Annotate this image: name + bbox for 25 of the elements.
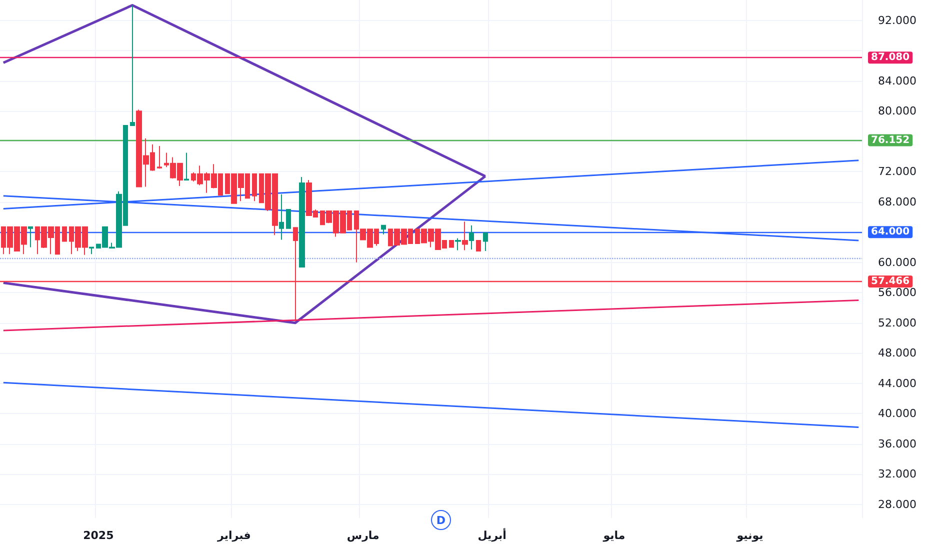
x-tick-label: فبراير: [216, 529, 251, 542]
x-tick-label: مارس: [346, 529, 380, 542]
x-tick-label: 2025: [83, 529, 114, 542]
y-tick-label: 48.000: [878, 346, 916, 360]
y-tick-label: 28.000: [878, 498, 916, 511]
y-tick-label: 44.000: [878, 376, 916, 390]
y-tick-label: 80.000: [878, 104, 916, 118]
x-tick-label: مايو: [602, 529, 626, 542]
y-tick-label: 60.000: [878, 256, 916, 269]
ref-line-label: 57.466: [871, 276, 910, 288]
y-tick-label: 52.000: [878, 316, 916, 330]
ref-line-label: 64.000: [871, 226, 910, 238]
y-tick-label: 92.000: [878, 14, 916, 27]
y-tick-label: 36.000: [878, 437, 916, 450]
y-tick-label: 68.000: [878, 195, 916, 208]
ref-line-label: 76.152: [871, 134, 910, 146]
x-tick-label: أبريل: [478, 528, 506, 542]
y-tick-label: 84.000: [878, 74, 916, 88]
y-tick-label: 72.000: [878, 165, 916, 178]
ref-line-label: 87.080: [871, 52, 910, 64]
y-tick-label: 32.000: [878, 468, 916, 481]
circled-letter-icon: D: [431, 510, 451, 530]
y-tick-label: 56.000: [878, 286, 916, 300]
y-tick-label: 40.000: [878, 407, 916, 420]
x-tick-label: يونيو: [736, 529, 764, 542]
